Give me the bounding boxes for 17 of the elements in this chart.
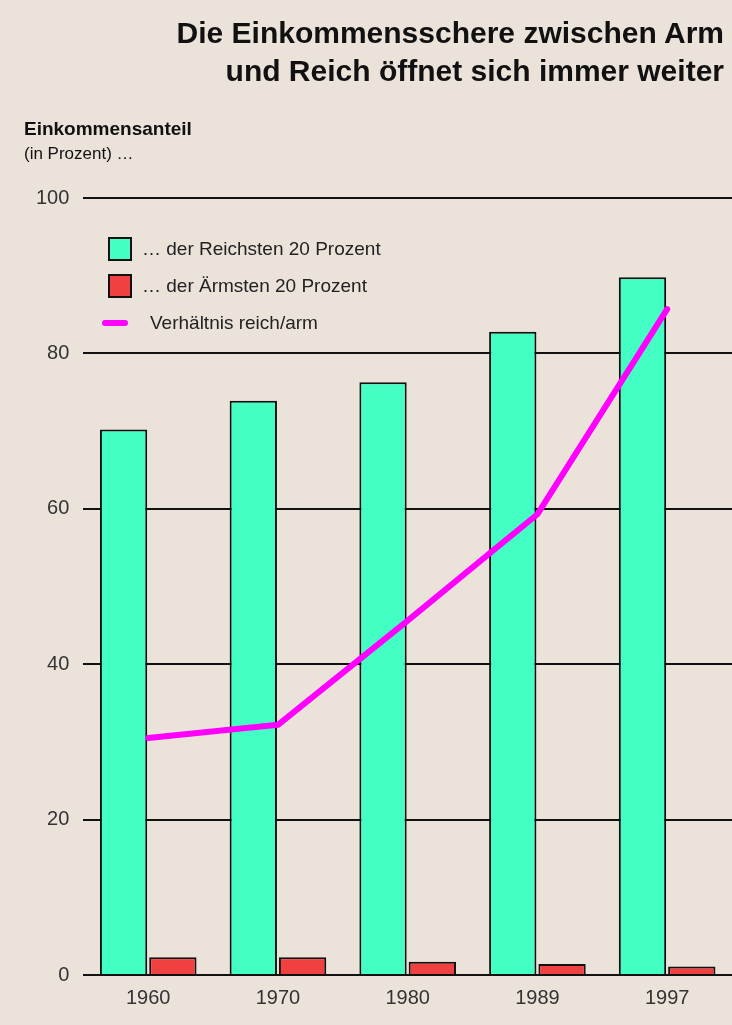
y-tick-label: 20 — [47, 807, 70, 830]
y-axis-title: Einkommensanteil — [24, 118, 192, 140]
y-tick-label: 0 — [58, 962, 70, 985]
x-tick-label: 1970 — [255, 985, 301, 1008]
legend-label: … der Ärmsten 20 Prozent — [142, 274, 367, 297]
legend-label: … der Reichsten 20 Prozent — [142, 237, 381, 260]
y-tick-label: 60 — [47, 496, 70, 519]
x-tick-label: 1960 — [125, 985, 171, 1008]
chart-title: Die Einkommensschere zwischen Arm und Reich öffnet sich immer weiter — [175, 15, 724, 89]
y-tick-label: 40 — [47, 651, 70, 674]
y-tick-label: 100 — [35, 185, 70, 208]
legend-label: Verhältnis reich/arm — [150, 311, 318, 334]
x-tick-label: 1980 — [385, 985, 430, 1008]
x-tick-label: 1997 — [644, 985, 690, 1008]
y-tick-label: 80 — [47, 340, 70, 363]
x-tick-label: 1989 — [515, 985, 560, 1008]
chart-subtitle: (in Prozent) … — [24, 144, 134, 164]
